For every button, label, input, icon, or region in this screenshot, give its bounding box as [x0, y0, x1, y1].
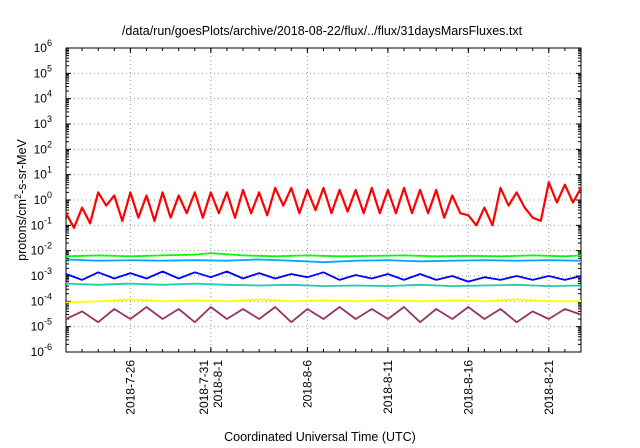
x-axis: 2018-7-26 2018-7-31 2018-8-1 2018-8-6 2018-8… — [81, 48, 566, 415]
y-tick-label: 100 — [34, 190, 52, 207]
y-tick-base: 10 — [31, 269, 45, 283]
series-line — [65, 282, 582, 288]
y-tick-label: 102 — [34, 139, 52, 156]
y-tick-base: 10 — [34, 168, 48, 182]
y-tick-base: 10 — [34, 92, 48, 106]
y-tick-label: 105 — [34, 63, 52, 80]
y-tick-base: 10 — [31, 320, 45, 334]
y-tick-exponent: -6 — [44, 342, 52, 352]
y-tick-exponent: -4 — [44, 291, 52, 301]
y-axis-label-sup: 2 — [13, 194, 23, 199]
y-tick-exponent: 5 — [47, 63, 52, 73]
series-group — [65, 181, 582, 324]
series-line — [65, 270, 582, 283]
y-tick-label: 10-6 — [31, 342, 52, 359]
x-tick-label: 2018-8-21 — [542, 360, 556, 415]
y-tick-exponent: 4 — [47, 89, 52, 99]
y-tick-exponent: -5 — [44, 317, 52, 327]
y-tick-base: 10 — [34, 117, 48, 131]
grid — [66, 48, 581, 352]
y-tick-exponent: -1 — [44, 215, 52, 225]
y-tick-exponent: 6 — [47, 38, 52, 48]
y-tick-label: 106 — [34, 38, 52, 55]
y-tick-label: 10-5 — [31, 317, 52, 334]
y-tick-base: 10 — [31, 345, 45, 359]
y-axis-label-pre: protons/cm — [15, 199, 29, 261]
y-tick-label: 10-1 — [31, 215, 52, 232]
y-tick-label: 10-2 — [31, 241, 52, 258]
y-tick-exponent: 0 — [47, 190, 52, 200]
y-axis-label-post: -s-sr-MeV — [15, 138, 29, 194]
y-tick-label: 101 — [34, 165, 52, 182]
y-tick-label: 10-3 — [31, 266, 52, 283]
chart-title: /data/run/goesPlots/archive/2018-08-22/f… — [122, 24, 523, 38]
y-tick-label: 10-4 — [31, 291, 52, 308]
y-tick-label: 103 — [34, 114, 52, 131]
x-tick-label: 2018-8-1 — [211, 360, 225, 408]
plot-frame — [65, 47, 582, 353]
series-line — [65, 258, 582, 264]
y-tick-base: 10 — [34, 142, 48, 156]
y-tick-label: 104 — [34, 89, 52, 106]
x-tick-label: 2018-7-26 — [123, 360, 137, 415]
series-line — [65, 252, 582, 258]
y-tick-base: 10 — [31, 218, 45, 232]
x-tick-label: 2018-7-31 — [197, 360, 211, 415]
x-tick-label: 2018-8-6 — [300, 360, 314, 408]
y-tick-exponent: 3 — [47, 114, 52, 124]
y-tick-exponent: -3 — [44, 266, 52, 276]
y-tick-exponent: 1 — [47, 165, 52, 175]
y-tick-base: 10 — [34, 41, 48, 55]
y-tick-base: 10 — [34, 66, 48, 80]
x-axis-label: Coordinated Universal Time (UTC) — [224, 430, 416, 444]
series-line — [65, 306, 582, 324]
x-tick-label: 2018-8-11 — [381, 360, 395, 414]
x-tick-label: 2018-8-16 — [461, 360, 475, 415]
y-tick-exponent: 2 — [47, 139, 52, 149]
y-tick-base: 10 — [34, 193, 48, 207]
y-tick-base: 10 — [31, 294, 45, 308]
y-axis-label: protons/cm2-s-sr-MeV — [13, 138, 29, 260]
series-line — [65, 298, 581, 304]
y-tick-exponent: -2 — [44, 241, 52, 251]
series-line — [65, 181, 582, 229]
y-axis: 10-610-510-410-310-210-11001011021031041… — [31, 38, 581, 359]
y-tick-base: 10 — [31, 244, 45, 258]
